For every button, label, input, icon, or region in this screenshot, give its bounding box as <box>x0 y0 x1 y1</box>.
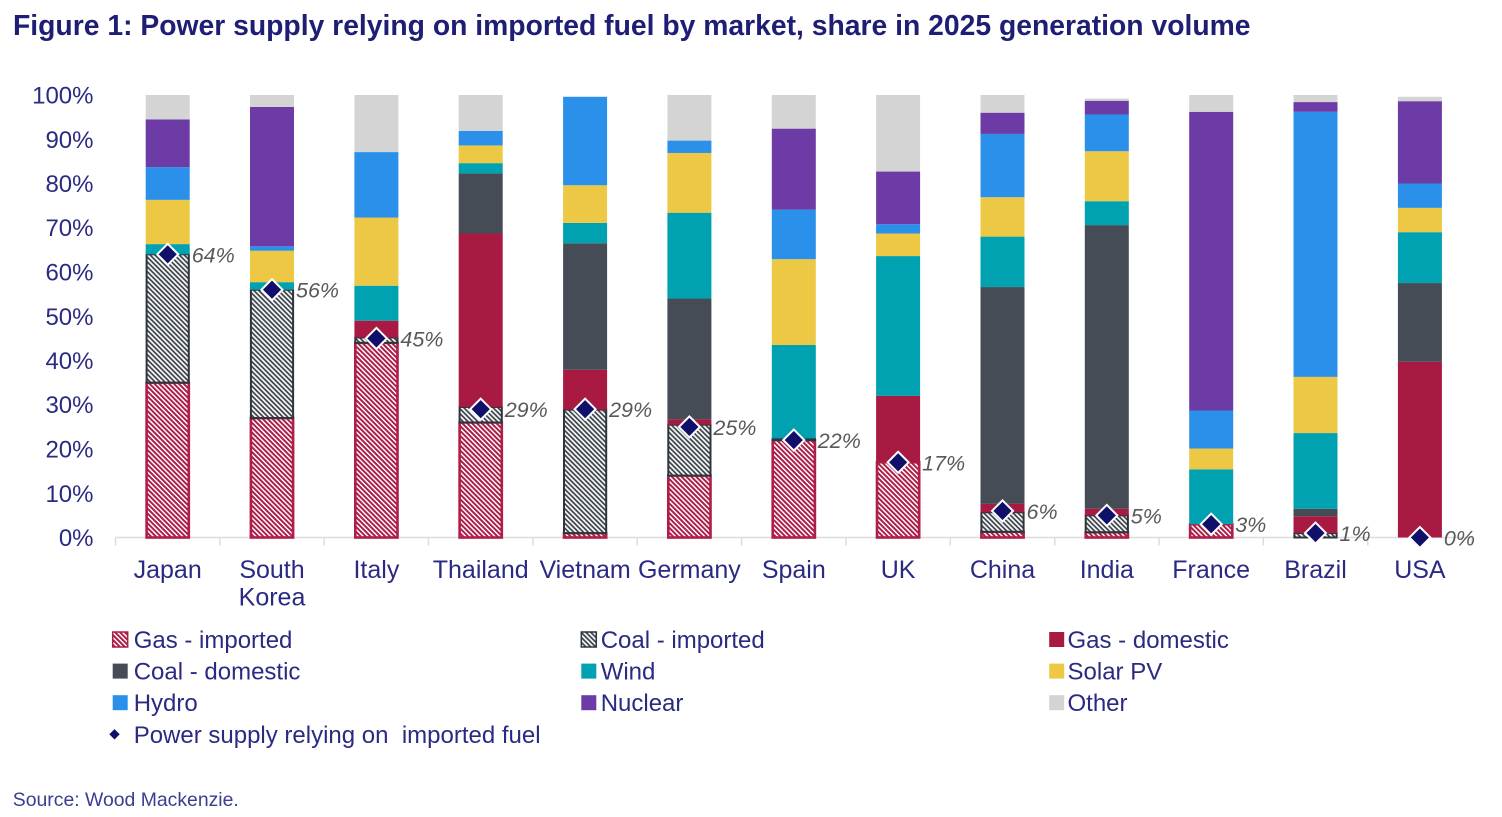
svg-text:Gas - imported: Gas - imported <box>134 627 293 654</box>
svg-text:Korea: Korea <box>239 584 306 612</box>
svg-text:Thailand: Thailand <box>433 556 529 584</box>
svg-text:Nuclear: Nuclear <box>601 690 684 717</box>
svg-text:0%: 0% <box>59 525 94 552</box>
svg-text:Hydro: Hydro <box>134 690 198 717</box>
svg-text:Coal - domestic: Coal - domestic <box>134 659 301 686</box>
svg-text:17%: 17% <box>922 451 965 475</box>
svg-text:USA: USA <box>1394 556 1446 584</box>
svg-text:70%: 70% <box>45 215 93 242</box>
svg-text:1%: 1% <box>1340 522 1371 546</box>
svg-text:64%: 64% <box>192 243 235 267</box>
svg-text:South: South <box>239 556 304 584</box>
svg-text:France: France <box>1172 556 1250 584</box>
svg-text:60%: 60% <box>45 260 93 287</box>
svg-text:3%: 3% <box>1235 513 1266 537</box>
svg-text:Vietnam: Vietnam <box>539 556 630 584</box>
svg-text:Other: Other <box>1068 690 1128 717</box>
svg-text:Italy: Italy <box>353 556 399 584</box>
svg-text:Japan: Japan <box>134 556 202 584</box>
svg-text:90%: 90% <box>45 127 93 154</box>
svg-text:Figure 1: Power supply relying: Figure 1: Power supply relying on import… <box>13 9 1251 41</box>
svg-text:Power supply relying on impor: Power supply relying on imported fuel <box>134 722 541 749</box>
svg-text:10%: 10% <box>45 481 93 508</box>
svg-text:30%: 30% <box>45 392 93 419</box>
svg-text:Coal - imported: Coal - imported <box>601 627 765 654</box>
svg-text:6%: 6% <box>1027 500 1058 524</box>
svg-text:Source: Wood Mackenzie.: Source: Wood Mackenzie. <box>13 789 239 811</box>
svg-text:80%: 80% <box>45 171 93 198</box>
svg-text:0%: 0% <box>1444 527 1475 551</box>
svg-text:20%: 20% <box>45 437 93 464</box>
svg-text:UK: UK <box>881 556 916 584</box>
svg-text:Gas - domestic: Gas - domestic <box>1068 627 1229 654</box>
svg-text:Solar PV: Solar PV <box>1068 659 1163 686</box>
svg-text:25%: 25% <box>712 416 756 440</box>
svg-text:Germany: Germany <box>638 556 741 584</box>
svg-text:56%: 56% <box>296 279 339 303</box>
svg-text:100%: 100% <box>32 83 93 110</box>
svg-text:India: India <box>1080 556 1134 584</box>
svg-text:China: China <box>970 556 1035 584</box>
svg-text:22%: 22% <box>817 429 861 453</box>
svg-text:45%: 45% <box>400 327 443 351</box>
svg-text:Brazil: Brazil <box>1284 556 1347 584</box>
svg-text:Wind: Wind <box>601 659 656 686</box>
svg-text:29%: 29% <box>504 398 548 422</box>
svg-text:Spain: Spain <box>762 556 826 584</box>
svg-text:5%: 5% <box>1131 504 1162 528</box>
svg-text:40%: 40% <box>45 348 93 375</box>
svg-text:29%: 29% <box>608 398 652 422</box>
svg-text:50%: 50% <box>45 304 93 331</box>
